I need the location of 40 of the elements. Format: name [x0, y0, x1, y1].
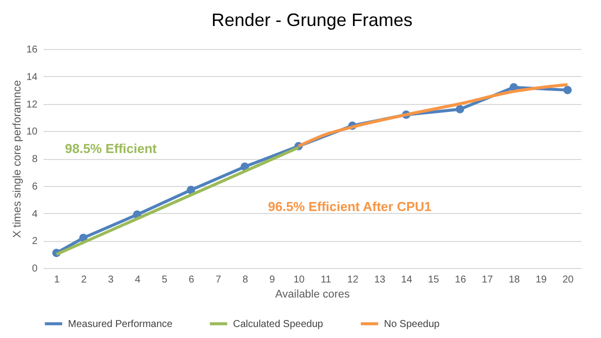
- x-tick-label: 1: [54, 274, 60, 286]
- y-tick-label: 4: [32, 208, 38, 220]
- point: [456, 105, 464, 114]
- legend-label: Measured Performance: [68, 318, 173, 330]
- x-tick-label: 2: [81, 274, 88, 286]
- x-tick-label: 7: [216, 274, 222, 286]
- x-tick-label: 3: [108, 274, 114, 286]
- y-tick-label: 6: [32, 181, 38, 192]
- x-tick-label: 15: [428, 274, 440, 286]
- y-tick-label: 14: [26, 72, 38, 83]
- y-axis-title: X times single core perforamnce: [11, 80, 24, 238]
- x-tick-label: 18: [508, 274, 520, 286]
- x-tick-label: 10: [293, 274, 306, 286]
- y-tick-label: 10: [26, 126, 38, 138]
- x-tick-label: 12: [347, 274, 359, 286]
- chart-title: Render - Grunge Frames: [211, 10, 413, 30]
- x-tick-label: 9: [269, 274, 276, 286]
- x-tick-label: 4: [134, 274, 141, 286]
- point: [563, 86, 572, 94]
- x-tick-label: 5: [162, 274, 168, 286]
- y-tick-label: 12: [26, 99, 38, 110]
- y-tick-label: 0: [32, 264, 38, 274]
- annotation: 96.5% Efficient After CPU1: [268, 199, 432, 214]
- annotation: 98.5% Efficient: [65, 141, 158, 156]
- x-tick-label: 16: [454, 274, 466, 286]
- x-tick-label: 8: [242, 274, 248, 286]
- x-axis-title: Available cores: [275, 288, 350, 300]
- x-tick-label: 13: [374, 274, 386, 286]
- x-tick-label: 20: [562, 274, 574, 286]
- x-tick-label: 11: [320, 274, 332, 286]
- y-tick-label: 8: [32, 154, 38, 165]
- x-tick-label: 14: [401, 274, 413, 286]
- legend-label: Calculated Speedup: [233, 318, 324, 330]
- x-tick-label: 6: [188, 274, 195, 286]
- point: [186, 186, 196, 194]
- x-tick-label: 17: [482, 274, 494, 286]
- y-tick-label: 2: [32, 236, 38, 248]
- legend-label: No Speedup: [384, 318, 440, 330]
- y-tick-label: 16: [26, 44, 38, 56]
- x-tick-label: 19: [536, 274, 548, 286]
